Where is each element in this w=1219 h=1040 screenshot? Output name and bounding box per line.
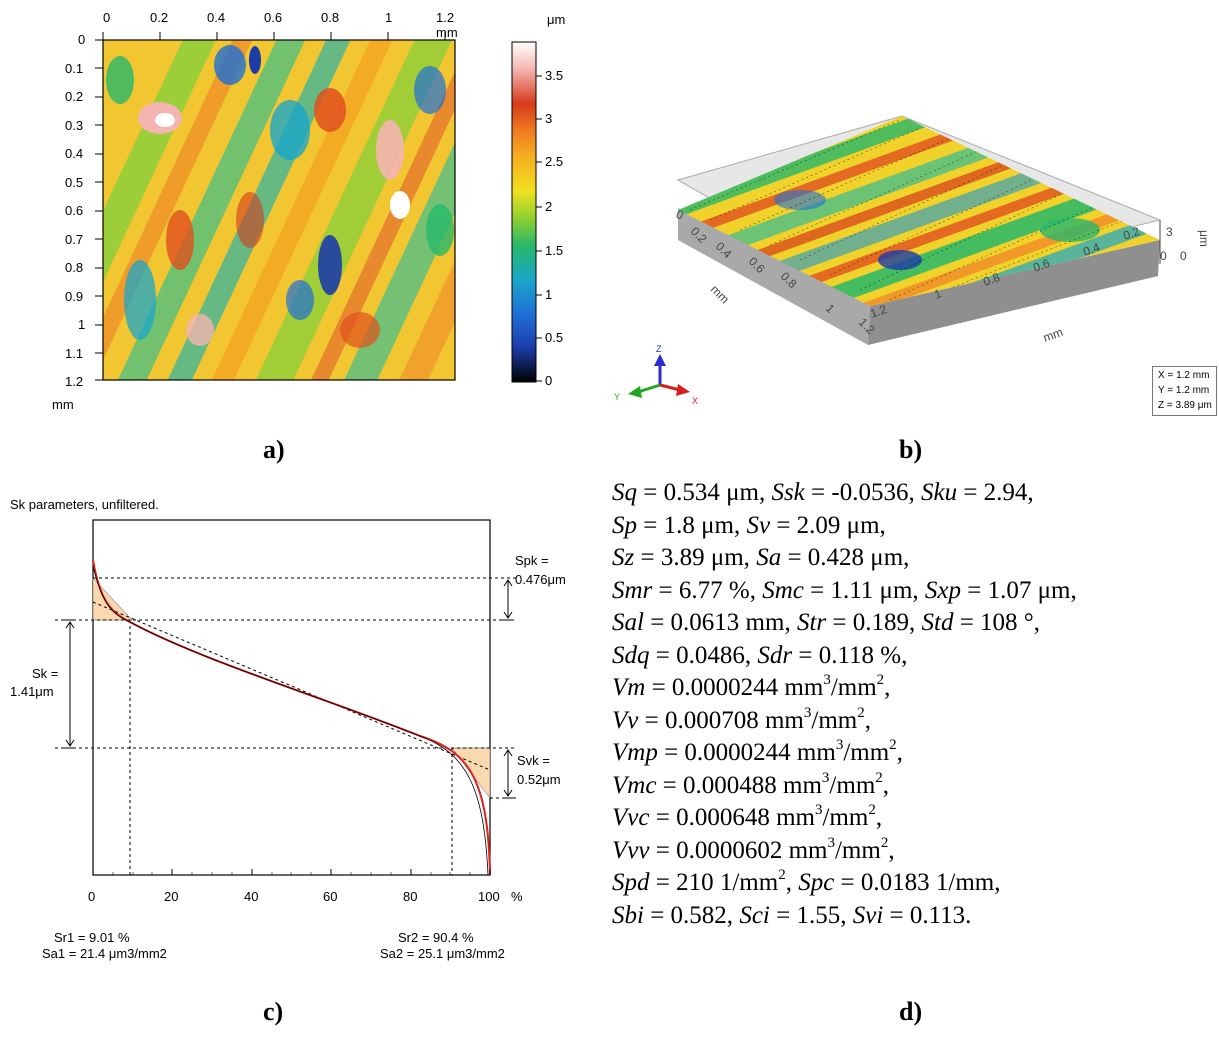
y-tick: 0.8 — [65, 260, 84, 275]
x-tick: 40 — [244, 889, 259, 904]
y-unit-label: mm — [52, 397, 74, 412]
axis-y-label: Y — [614, 392, 620, 402]
x-unit-label: 1.2 mm — [436, 10, 458, 40]
parameter-list: Sq = 0.534 μm, Ssk = -0.0536, Sku = 2.94… — [612, 477, 1217, 932]
y-tick: 1.2 — [65, 374, 84, 389]
colorbar-tick: 1.5 — [545, 243, 564, 258]
param-line: Vvv = 0.0000602 mm3/mm2, — [612, 834, 895, 864]
right-edge-tick: 0.4 — [1081, 240, 1102, 259]
panel-a-label: a) — [263, 435, 285, 464]
axis-x-label: X — [692, 396, 698, 406]
surface-base-right — [868, 240, 1160, 345]
x-tick: 0 — [103, 10, 111, 25]
param-line: Vm = 0.0000244 mm3/mm2, — [612, 672, 891, 701]
right-edge-tick: 1.2 — [868, 302, 889, 321]
z-tick: 3 — [1166, 225, 1173, 239]
x-tick: 0.6 — [264, 10, 283, 25]
svk-value: 0.52μm — [517, 772, 561, 787]
abbott-plot-frame — [92, 519, 491, 876]
y-tick: 0.3 — [65, 118, 84, 133]
colorbar-tick: 3.5 — [545, 68, 564, 83]
axis-unit: mm — [708, 282, 732, 306]
right-edge-tick: 0.2 — [1121, 224, 1142, 243]
x-tick: 0.2 — [150, 10, 169, 25]
spk-label: Spk = — [515, 553, 549, 568]
colorbar-unit: μm — [547, 12, 566, 27]
height-map-svg — [95, 32, 542, 383]
param-line: Smr = 6.77 %, Smc = 1.11 μm, Sxp = 1.07 … — [612, 576, 1077, 604]
panel-c-label: c) — [263, 997, 284, 1026]
z-tick: 0 — [1180, 249, 1187, 263]
param-line: Vv = 0.000708 mm3/mm2, — [612, 704, 871, 734]
surface-base-left — [678, 208, 870, 345]
panel-b-label: b) — [899, 435, 923, 464]
scale-z: Z = 3.89 μm — [1158, 400, 1212, 411]
colorbar-tick: 0 — [545, 373, 553, 388]
x-tick: 80 — [403, 889, 418, 904]
surface-3d-svg: 0 0.2 0.4 0.6 0.8 1 1.2 1.2 1 0.8 0.6 0.… — [614, 115, 1211, 406]
colorbar — [511, 41, 537, 383]
y-tick: 0.9 — [65, 289, 84, 304]
x-tick: 100 — [478, 889, 500, 904]
param-line: Sq = 0.534 μm, Ssk = -0.0536, Sku = 2.94… — [612, 479, 1034, 506]
spk-value: 0.476μm — [515, 572, 566, 587]
y-tick: 0.2 — [65, 89, 84, 104]
svk-label: Svk = — [517, 753, 550, 768]
sk-caption: Sk parameters, unfiltered. — [10, 497, 159, 512]
x-tick: 60 — [323, 889, 338, 904]
sk-value: 1.41μm — [10, 684, 54, 699]
right-edge-tick: 1 — [932, 286, 943, 302]
colorbar-tick: 2.5 — [545, 154, 564, 169]
colorbar-tick: 1 — [545, 287, 553, 302]
sa1-text: Sa1 = 21.4 μm3/mm2 — [42, 946, 167, 961]
x-unit: % — [511, 889, 523, 904]
x-tick: 0.8 — [321, 10, 340, 25]
param-line: Sdq = 0.0486, Sdr = 0.118 %, — [612, 641, 908, 669]
param-line: Vvc = 0.000648 mm3/mm2, — [612, 802, 883, 831]
axis-triad-icon: Z Y X — [614, 344, 698, 406]
abbott-chart-svg — [55, 519, 516, 876]
scale-box: X = 1.2 mm Y = 1.2 mm Z = 3.89 μm — [1152, 366, 1217, 416]
right-edge-tick: 0.8 — [981, 270, 1002, 289]
sk-label: Sk = — [32, 666, 59, 681]
sr2-text: Sr2 = 90.4 % — [398, 930, 474, 945]
param-line: Sal = 0.0613 mm, Str = 0.189, Std = 108 … — [612, 609, 1041, 636]
param-line: Spd = 210 1/mm2, Spc = 0.0183 1/mm, — [612, 867, 1001, 896]
sa2-text: Sa2 = 25.1 μm3/mm2 — [380, 946, 505, 961]
axis-unit: mm — [1041, 325, 1065, 345]
y-tick: 0 — [78, 32, 86, 47]
x-tick: 0 — [88, 889, 96, 904]
y-tick: 0.5 — [65, 175, 84, 190]
scale-x: X = 1.2 mm — [1158, 370, 1210, 381]
param-line: Sz = 3.89 μm, Sa = 0.428 μm, — [612, 544, 910, 571]
y-tick: 0.1 — [65, 61, 84, 76]
param-line: Sbi = 0.582, Sci = 1.55, Svi = 0.113. — [612, 901, 972, 929]
right-edge-tick: 0.6 — [1031, 256, 1052, 275]
x-tick: 0.4 — [207, 10, 226, 25]
y-tick: 0.7 — [65, 232, 84, 247]
param-line: Vmp = 0.0000244 mm3/mm2, — [612, 737, 903, 766]
colorbar-tick: 0.5 — [545, 330, 564, 345]
z-unit: μm — [1197, 230, 1211, 247]
sr1-text: Sr1 = 9.01 % — [54, 930, 130, 945]
abbott-curve-fit — [92, 565, 489, 876]
param-line: Vmc = 0.000488 mm3/mm2, — [612, 769, 890, 799]
y-tick: 1 — [78, 317, 86, 332]
spk-triangle — [92, 577, 133, 621]
param-line: Sp = 1.8 μm, Sv = 2.09 μm, — [612, 511, 886, 539]
scale-y: Y = 1.2 mm — [1158, 385, 1210, 396]
y-tick: 1.1 — [65, 346, 84, 361]
panel-d-label: d) — [899, 997, 923, 1026]
y-tick: 0.6 — [65, 203, 84, 218]
x-tick: 20 — [164, 889, 179, 904]
right-edge-tick: 0 — [1160, 249, 1167, 263]
x-tick: 1 — [385, 10, 393, 25]
axis-z-label: Z — [656, 344, 662, 354]
colorbar-tick: 2 — [545, 199, 553, 214]
colorbar-tick: 3 — [545, 111, 553, 126]
y-tick: 0.4 — [65, 146, 84, 161]
